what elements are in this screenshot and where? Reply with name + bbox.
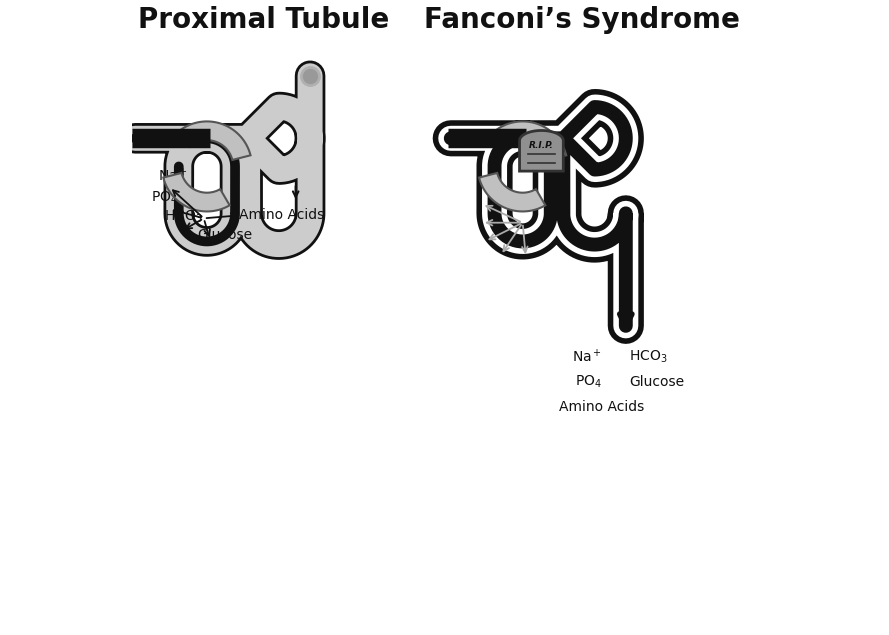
Text: Na$^+$: Na$^+$ [158, 167, 188, 184]
Polygon shape [519, 131, 564, 171]
Text: Fanconi’s Syndrome: Fanconi’s Syndrome [424, 6, 740, 34]
Text: HCO$_3$: HCO$_3$ [629, 349, 668, 365]
Text: HCO$_3$: HCO$_3$ [164, 208, 203, 225]
Text: Proximal Tubule: Proximal Tubule [138, 6, 388, 34]
Text: PO$_4$: PO$_4$ [150, 189, 178, 206]
Polygon shape [164, 173, 229, 211]
Text: PO$_4$: PO$_4$ [575, 374, 602, 391]
Text: Glucose: Glucose [629, 375, 684, 389]
Polygon shape [177, 121, 251, 160]
Polygon shape [493, 121, 566, 160]
Text: Amino Acids: Amino Acids [239, 208, 324, 222]
Text: Glucose: Glucose [197, 228, 252, 242]
Text: Na$^+$: Na$^+$ [573, 349, 602, 366]
Text: R.I.P.: R.I.P. [529, 142, 554, 150]
Polygon shape [479, 173, 545, 211]
Text: Amino Acids: Amino Acids [559, 400, 645, 414]
